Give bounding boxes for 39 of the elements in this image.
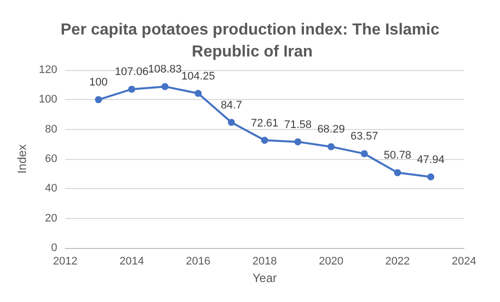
x-tick-label: 2016 <box>186 256 210 268</box>
data-label: 71.58 <box>284 118 312 131</box>
y-tick-label: 0 <box>51 242 58 254</box>
y-tick-label: 120 <box>38 64 58 76</box>
point <box>394 169 402 176</box>
data-label: 47.94 <box>417 154 445 166</box>
y-tick-label: 20 <box>45 212 58 224</box>
point <box>328 143 335 150</box>
data-label: 107.06 <box>114 66 149 78</box>
x-tick-label: 2014 <box>119 256 144 268</box>
y-axis-title: Index <box>15 144 29 174</box>
point <box>194 90 202 97</box>
data-label: 104.25 <box>181 70 215 82</box>
point <box>427 173 434 180</box>
x-tick-label: 2024 <box>452 256 476 268</box>
x-tick-label: 2018 <box>252 256 277 268</box>
data-label: 68.29 <box>317 124 345 136</box>
x-axis-title: Year <box>252 271 277 285</box>
y-tick-label: 100 <box>38 94 58 106</box>
data-label: 108.83 <box>148 64 182 76</box>
y-tick-label: 80 <box>45 123 58 136</box>
point <box>161 83 168 90</box>
chart-title: Per capita potatoes production index: The Islamic Republic of Iran <box>60 22 440 60</box>
data-label: 63.57 <box>350 130 378 143</box>
point <box>294 138 302 146</box>
data-label: 72.61 <box>250 117 278 130</box>
data-label: 100 <box>89 76 108 89</box>
point <box>128 86 136 93</box>
x-tick-label: 2022 <box>385 256 410 268</box>
point <box>360 150 368 158</box>
data-label: 84.7 <box>220 99 242 112</box>
x-tick-label: 2012 <box>53 256 78 268</box>
point <box>94 96 102 104</box>
data-label: 50.78 <box>384 150 412 162</box>
x-tick-label: 2020 <box>318 256 344 268</box>
y-tick-label: 40 <box>45 182 58 195</box>
point <box>228 118 235 126</box>
point <box>261 136 268 144</box>
y-tick-label: 60 <box>45 153 58 165</box>
